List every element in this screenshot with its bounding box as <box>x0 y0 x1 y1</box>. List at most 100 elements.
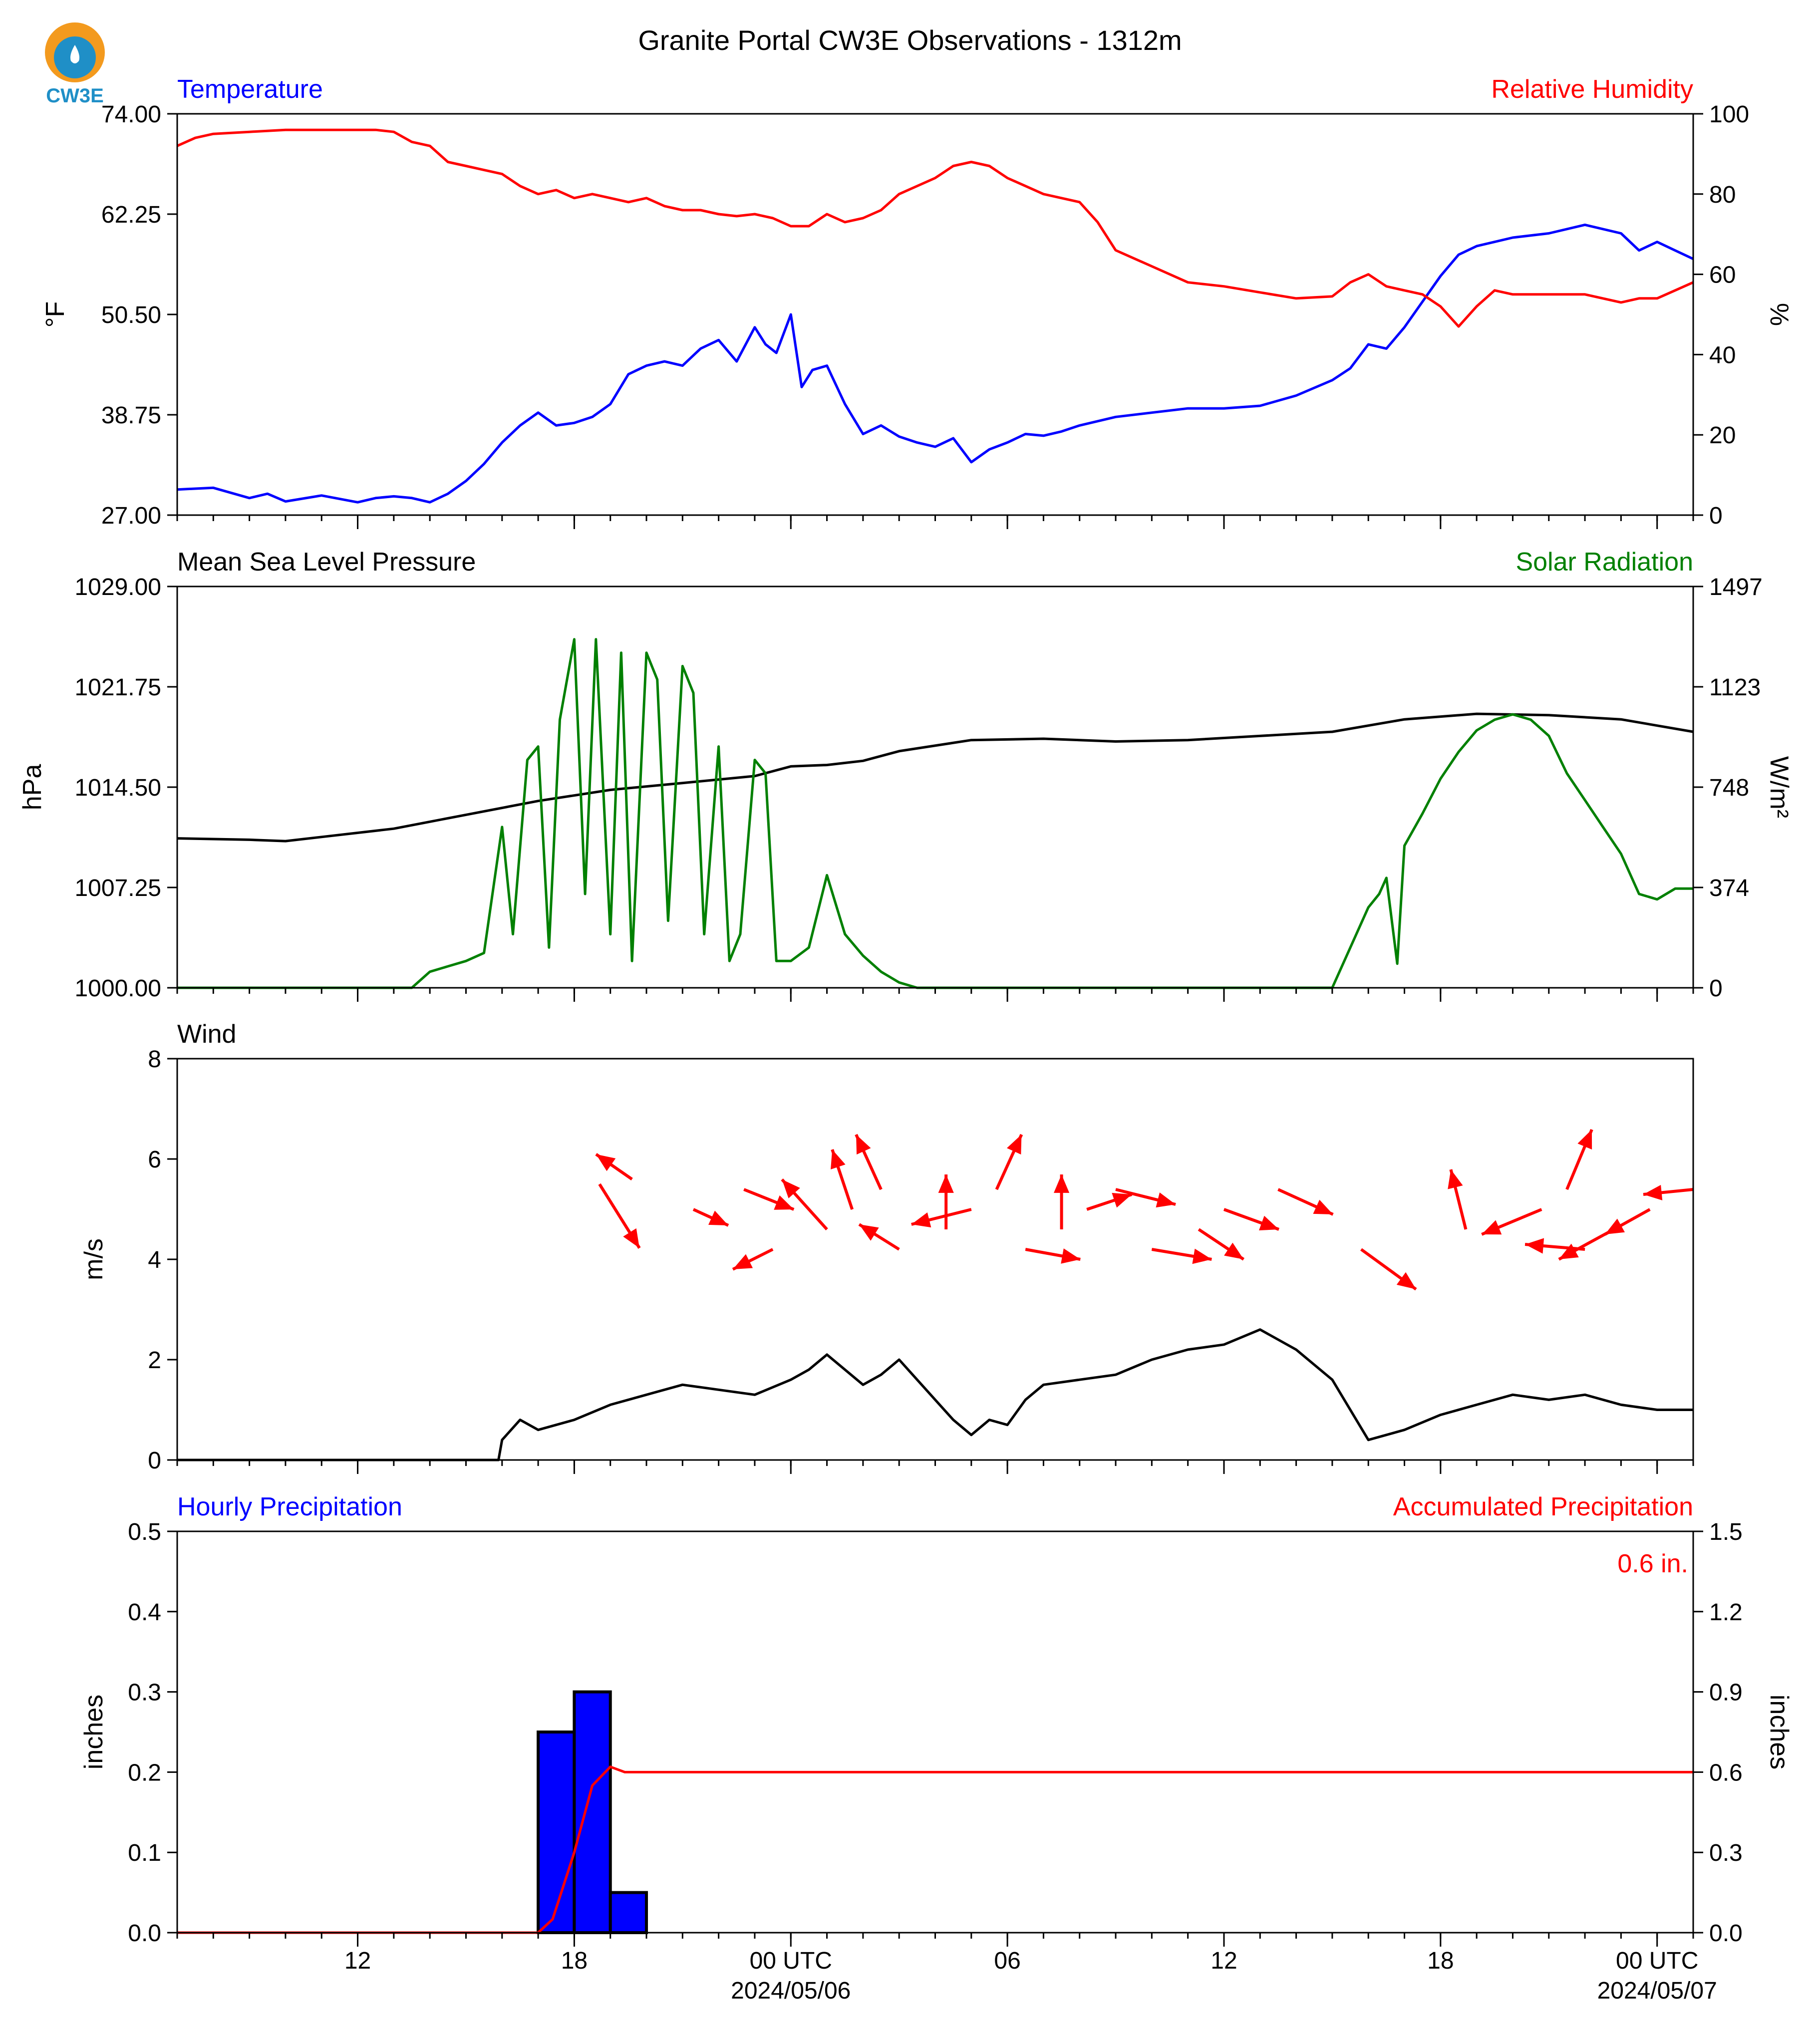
y-right-tick-label: 0.3 <box>1709 1840 1743 1866</box>
wind-arrow-16 <box>1151 1248 1212 1264</box>
wind-arrow-head <box>856 1135 871 1155</box>
panel-temperature: 27.00 38.75 50.50 62.25 74.00 0 20 40 60 80 100 Tem… <box>41 75 1794 529</box>
pressure-series-line-0 <box>177 712 1694 843</box>
wind-arrow-head <box>1396 1272 1416 1289</box>
wind-arrow-head <box>1643 1184 1663 1200</box>
y-right-tick-label: 374 <box>1709 875 1749 901</box>
wind-arrow-10 <box>911 1208 972 1228</box>
wind-arrow-22 <box>1481 1208 1542 1236</box>
wind-series-line-0 <box>177 1328 1693 1461</box>
wind-arrow-17 <box>1198 1228 1245 1261</box>
y-left-tick-label: 0.3 <box>128 1680 161 1706</box>
y-right-tick-label: 0.0 <box>1709 1920 1743 1947</box>
y-left-tick-label: 27.00 <box>101 503 161 529</box>
wind-arrow-head <box>1558 1243 1579 1259</box>
wind-arrow-20 <box>1360 1248 1417 1291</box>
y-left-tick-label: 6 <box>148 1147 161 1173</box>
wind-arrow-14 <box>1086 1192 1133 1211</box>
pressure-left-title: Mean Sea Level Pressure <box>177 548 476 577</box>
wind-arrow-13 <box>1054 1174 1070 1229</box>
precipitation-series-line-0 <box>177 1765 1693 1934</box>
wind-arrow-9 <box>938 1174 954 1229</box>
y-left-tick-label: 0 <box>148 1448 161 1474</box>
wind-arrow-head <box>1313 1199 1333 1214</box>
wind-arrow-head <box>1061 1248 1081 1264</box>
wind-arrow-24 <box>1524 1238 1585 1254</box>
y-right-tick-label: 0.9 <box>1709 1680 1743 1706</box>
y-right-tick-label: 0 <box>1709 503 1723 529</box>
panel-pressure: 1000.00 1007.25 1014.50 1021.75 1029.00 0 374 7… <box>18 548 1794 1002</box>
precipitation-left-title: Hourly Precipitation <box>177 1492 402 1521</box>
y-left-tick-label: 0.0 <box>128 1920 161 1947</box>
wind-arrow-4 <box>732 1248 774 1271</box>
pressure-axes-frame <box>176 585 1694 989</box>
precipitation-right-title: Accumulated Precipitation <box>1393 1492 1693 1521</box>
wind-arrow-27 <box>1643 1184 1694 1200</box>
y-left-tick-label: 1029.00 <box>74 574 161 600</box>
precip-bar-2 <box>608 1891 648 1935</box>
wind-arrow-head <box>596 1154 616 1171</box>
wind-arrow-26 <box>1604 1208 1651 1236</box>
wind-arrow-head <box>1224 1242 1244 1259</box>
wind-arrow-23 <box>1565 1129 1593 1190</box>
y-left-tick-label: 0.5 <box>128 1519 161 1545</box>
temperature-ylabel-right: % <box>1765 303 1794 326</box>
wind-arrow-head <box>1054 1174 1070 1193</box>
wind-arrow-5 <box>781 1178 828 1231</box>
y-right-tick-label: 20 <box>1709 422 1736 449</box>
wind-arrow-head <box>1482 1220 1502 1235</box>
wind-arrow-18 <box>1223 1208 1280 1231</box>
y-left-tick-label: 62.25 <box>101 202 161 228</box>
wind-arrow-8 <box>858 1223 900 1251</box>
y-right-tick-label: 1.2 <box>1709 1599 1743 1626</box>
wind-arrow-1 <box>595 1153 633 1180</box>
wind-arrow-head <box>782 1179 800 1198</box>
wind-arrow-head <box>1192 1248 1212 1264</box>
wind-arrow-head <box>831 1150 846 1169</box>
logo-text: CW3E <box>46 85 104 107</box>
precipitation-axes-frame <box>176 1530 1694 1934</box>
y-right-tick-label: 80 <box>1709 182 1736 208</box>
wind-arrow-head <box>708 1210 729 1225</box>
wind-arrow-6 <box>831 1149 854 1210</box>
y-right-tick-label: 1123 <box>1709 674 1761 701</box>
wind-left-title: Wind <box>177 1020 236 1049</box>
wind-arrow-21 <box>1448 1169 1468 1230</box>
wind-arrow-head <box>623 1228 640 1248</box>
wind-arrow-0 <box>598 1183 641 1249</box>
wind-arrow-19 <box>1277 1188 1334 1216</box>
precipitation-ylabel-left: inches <box>79 1695 108 1769</box>
temperature-right-title: Relative Humidity <box>1491 75 1693 104</box>
x-tick-label: 12 <box>1211 1948 1237 1974</box>
panel-wind: 0 2 4 6 8 Wind m/s <box>79 1020 1694 1474</box>
x-tick-label: 12 <box>344 1948 371 1974</box>
wind-arrow-2 <box>692 1208 729 1227</box>
temperature-axes-frame <box>176 113 1694 516</box>
y-left-tick-label: 8 <box>148 1046 161 1073</box>
y-right-tick-label: 100 <box>1709 101 1749 128</box>
y-right-tick-label: 60 <box>1709 262 1736 289</box>
y-right-tick-label: 1497 <box>1709 574 1763 600</box>
panel-precipitation: 0.0 0.1 0.2 0.3 0.4 0.5 0.0 0.3 0.6 0.9 1.2 1.5 Hour… <box>79 1492 1794 1947</box>
y-right-tick-label: 0 <box>1709 975 1723 1002</box>
precip-bar-0 <box>537 1731 576 1934</box>
wind-arrow-head <box>1525 1238 1544 1254</box>
temperature-left-title: Temperature <box>177 75 323 104</box>
logo-water-icon <box>70 45 79 63</box>
wind-ylabel-left: m/s <box>79 1238 108 1280</box>
y-left-tick-label: 1021.75 <box>74 674 161 701</box>
y-left-tick-label: 0.2 <box>128 1759 161 1786</box>
y-left-tick-label: 50.50 <box>101 302 161 328</box>
figure-title: Granite Portal CW3E Observations - 1312m <box>638 24 1182 56</box>
y-right-tick-label: 40 <box>1709 342 1736 368</box>
wind-arrow-3 <box>743 1188 795 1211</box>
x-tick-date-label: 2024/05/07 <box>1597 1978 1717 2004</box>
precip-bar-1 <box>573 1690 612 1935</box>
x-tick-label: 00 UTC <box>1616 1948 1698 1974</box>
pressure-ylabel-right: W/m² <box>1765 756 1794 818</box>
wind-arrow-head <box>774 1195 794 1210</box>
x-tick-label: 00 UTC <box>750 1948 832 1974</box>
y-left-tick-label: 0.4 <box>128 1599 161 1626</box>
pressure-right-title: Solar Radiation <box>1516 548 1693 577</box>
y-left-tick-label: 2 <box>148 1347 161 1374</box>
